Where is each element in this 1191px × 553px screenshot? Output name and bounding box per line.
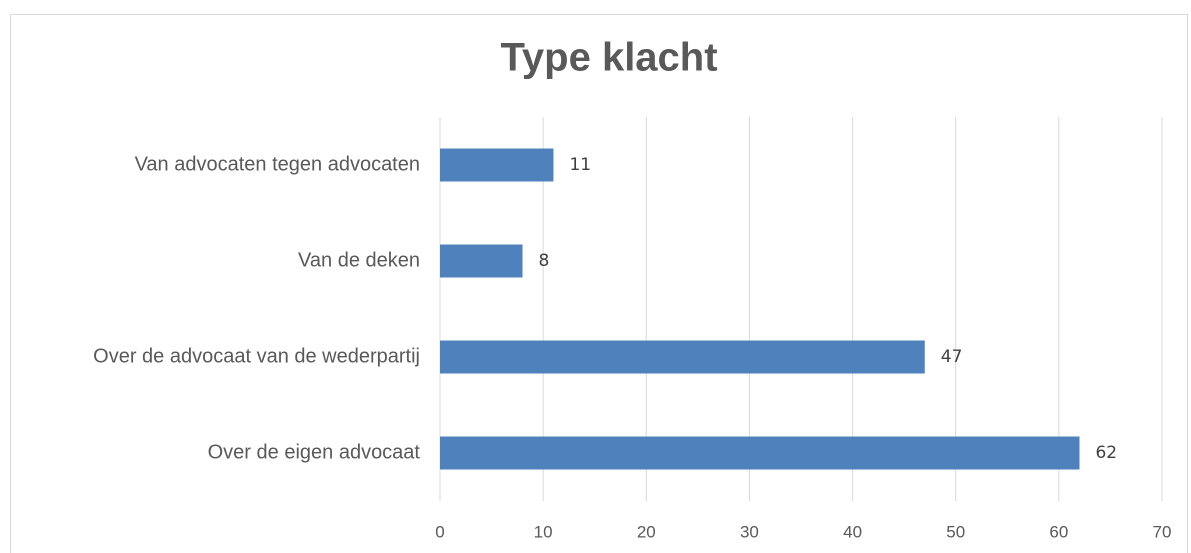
data-label: 47 xyxy=(941,347,963,367)
bar xyxy=(440,244,523,278)
x-tick-label: 10 xyxy=(534,522,553,541)
y-tick-label: Over de advocaat van de wederpartij xyxy=(93,345,420,367)
x-tick-label: 30 xyxy=(740,522,759,541)
x-tick-label: 60 xyxy=(1049,522,1068,541)
x-tick-label: 40 xyxy=(843,522,862,541)
y-tick-label: Van de deken xyxy=(298,249,420,271)
bar xyxy=(440,340,925,374)
y-tick-label: Van advocaten tegen advocaten xyxy=(135,153,420,175)
x-tick-label: 70 xyxy=(1153,522,1172,541)
data-label: 11 xyxy=(569,155,591,175)
chart-border xyxy=(10,14,1188,553)
bar xyxy=(440,436,1080,470)
data-label: 62 xyxy=(1095,443,1117,463)
y-tick-label: Over de eigen advocaat xyxy=(208,441,421,463)
x-tick-label: 20 xyxy=(637,522,656,541)
x-tick-label: 0 xyxy=(435,522,444,541)
chart-title: Type klacht xyxy=(500,36,717,80)
x-tick-label: 50 xyxy=(946,522,965,541)
bar xyxy=(440,148,554,182)
data-label: 8 xyxy=(539,251,550,271)
